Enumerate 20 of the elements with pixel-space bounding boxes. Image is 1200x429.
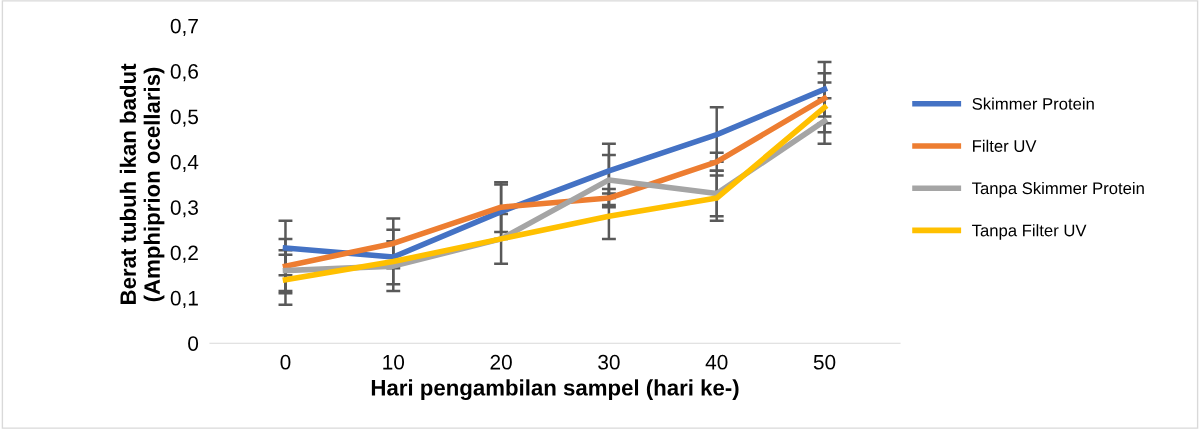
- x-tick-label: 40: [705, 354, 728, 370]
- legend-label: Filter UV: [973, 139, 1037, 152]
- y-tick-label: 0,5: [170, 109, 199, 127]
- legend-label: Tanpa Filter UV: [972, 224, 1087, 240]
- x-tick-label: 0: [280, 354, 291, 370]
- x-tick-label: 30: [598, 354, 620, 370]
- y-tick-label: 0,1: [170, 290, 198, 309]
- legend-label: Skimmer Protein: [972, 97, 1094, 110]
- x-tick-label: 50: [813, 354, 836, 370]
- y-tick-label: 0,4: [170, 154, 199, 173]
- x-axis-title: Hari pengambilan sampel (hari ke-): [371, 379, 739, 401]
- x-tick-label: 10: [383, 354, 405, 370]
- x-tick-label: 20: [490, 354, 512, 370]
- y-tick-label: 0,6: [170, 64, 198, 82]
- y-tick-label: 0: [188, 336, 199, 351]
- y-tick-label: 0,7: [170, 18, 198, 36]
- y-tick-label: 0,2: [170, 245, 198, 263]
- y-tick-label: 0,3: [170, 200, 198, 218]
- y-axis-title: Berat tubuh ikan badut (Amphiprion ocellaris): [119, 63, 165, 304]
- legend-label: Tanpa Skimmer Protein: [972, 181, 1144, 198]
